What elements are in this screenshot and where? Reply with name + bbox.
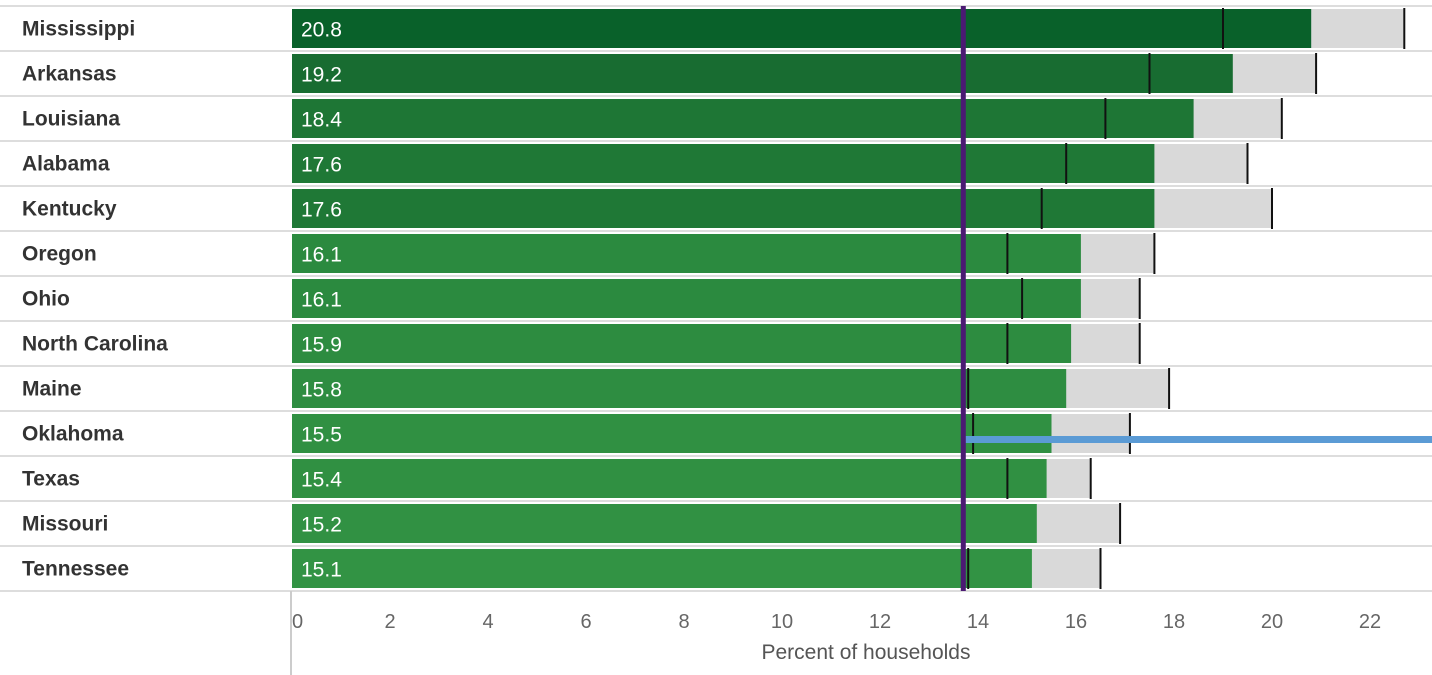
category-label: Maine (22, 378, 82, 401)
category-label: Tennessee (22, 558, 129, 581)
x-tick-label: 14 (967, 611, 989, 633)
bar (292, 324, 1072, 363)
bar-value-label: 15.9 (301, 334, 342, 357)
x-tick-label: 22 (1359, 611, 1381, 633)
bar (292, 144, 1155, 183)
category-label: Oklahoma (22, 423, 124, 446)
bar-value-label: 15.5 (301, 424, 342, 447)
bar (292, 234, 1081, 273)
category-label: Oregon (22, 243, 97, 266)
bar-value-label: 19.2 (301, 64, 342, 87)
bar-value-label: 17.6 (301, 154, 342, 177)
bar (292, 414, 1052, 453)
category-label: Mississippi (22, 18, 135, 41)
bar-value-label: 17.6 (301, 199, 342, 222)
x-tick-label: 18 (1163, 611, 1185, 633)
x-tick-label: 4 (482, 611, 493, 633)
x-tick-label: 2 (384, 611, 395, 633)
x-tick-label: 10 (771, 611, 793, 633)
bar (292, 459, 1047, 498)
x-tick-label: 6 (580, 611, 591, 633)
bar-value-label: 16.1 (301, 244, 342, 267)
x-tick-label: 8 (678, 611, 689, 633)
bar (292, 99, 1194, 138)
category-label: Alabama (22, 153, 110, 176)
x-axis: 0 2 4 6 8 10 12 14 16 18 20 22 (290, 591, 1381, 675)
bar (292, 189, 1155, 228)
bar (292, 549, 1032, 588)
bar-value-label: 15.1 (301, 559, 342, 582)
category-label: Ohio (22, 288, 70, 311)
bar (292, 54, 1233, 93)
bar (292, 279, 1081, 318)
category-label: Louisiana (22, 108, 120, 131)
bar (292, 369, 1067, 408)
bar (292, 9, 1312, 48)
category-label: Arkansas (22, 63, 117, 86)
bar-value-label: 15.2 (301, 514, 342, 537)
x-tick-label: 20 (1261, 611, 1283, 633)
bar-value-label: 15.8 (301, 379, 342, 402)
x-tick-label: 16 (1065, 611, 1087, 633)
bar-value-label: 18.4 (301, 109, 342, 132)
bar (292, 504, 1037, 543)
x-axis-title: Percent of households (762, 641, 971, 664)
x-tick-label: 12 (869, 611, 891, 633)
category-label: Texas (22, 468, 80, 491)
bar-value-label: 20.8 (301, 19, 342, 42)
x-tick-label: 0 (292, 611, 303, 633)
bar-value-label: 16.1 (301, 289, 342, 312)
chart-rows: Mississippi 20.8 Arkansas 19.2 Louisiana 18.4… (0, 5, 1432, 592)
chart-overlay (960, 6, 1432, 591)
category-label: Kentucky (22, 198, 117, 221)
bar-value-label: 15.4 (301, 469, 342, 492)
category-label: North Carolina (22, 333, 168, 356)
category-label: Missouri (22, 513, 108, 536)
